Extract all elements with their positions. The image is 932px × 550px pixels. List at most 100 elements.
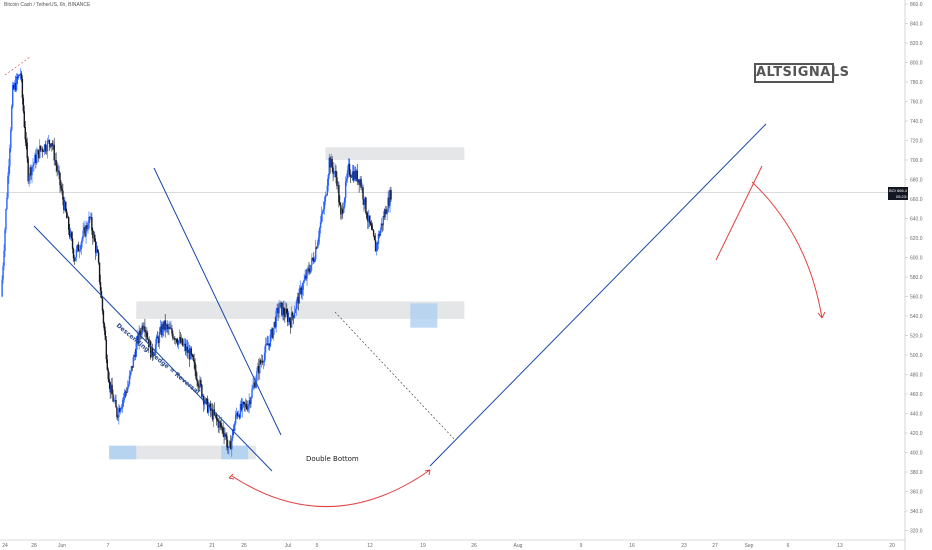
price-tick-label: 860.0 xyxy=(910,2,923,8)
candle xyxy=(28,173,30,187)
candle xyxy=(55,152,57,173)
candle xyxy=(343,201,345,214)
time-tick-label: 19 xyxy=(420,543,426,549)
candle xyxy=(21,75,24,105)
candle xyxy=(280,300,282,309)
candle xyxy=(374,233,377,252)
candle xyxy=(178,339,180,350)
candle xyxy=(29,165,31,184)
candle xyxy=(339,195,341,206)
candle xyxy=(115,394,117,408)
candle xyxy=(297,292,300,311)
candle xyxy=(19,68,22,81)
candle xyxy=(377,230,380,250)
candle xyxy=(172,330,174,341)
candle xyxy=(370,221,372,226)
candle xyxy=(313,252,315,265)
candle xyxy=(343,197,346,209)
price-tick-label: 480.0 xyxy=(910,372,923,378)
candle xyxy=(10,126,12,153)
candle xyxy=(371,219,373,231)
candle xyxy=(353,166,356,182)
price-tick-label: 540.0 xyxy=(910,314,923,320)
arc-arrow-left xyxy=(228,473,235,480)
candle xyxy=(348,158,351,177)
candle xyxy=(20,70,23,83)
candle xyxy=(58,165,60,180)
candle xyxy=(336,171,338,190)
candle xyxy=(88,211,90,231)
altsignals-logo: ALTSIGNALS xyxy=(754,63,849,83)
candle xyxy=(230,434,232,450)
candle xyxy=(73,255,76,265)
candle xyxy=(96,245,99,254)
candle xyxy=(349,169,352,184)
time-tick-label: Jul xyxy=(285,543,291,549)
price-tick-label: 400.0 xyxy=(910,450,923,456)
candle xyxy=(245,399,247,410)
candle xyxy=(125,387,128,396)
candle xyxy=(7,172,9,200)
candle xyxy=(272,327,274,341)
candle xyxy=(270,327,273,342)
candle xyxy=(274,316,276,329)
candle xyxy=(314,256,316,263)
candle xyxy=(260,358,262,365)
candle xyxy=(166,320,168,333)
candle xyxy=(128,370,131,386)
candle xyxy=(292,315,295,325)
candle xyxy=(78,244,81,259)
candle xyxy=(151,343,154,362)
candle xyxy=(266,335,269,346)
candle xyxy=(57,163,59,176)
candle xyxy=(14,75,17,93)
candle xyxy=(109,381,111,400)
candle xyxy=(223,426,225,445)
candle xyxy=(159,319,162,334)
zone-support xyxy=(136,301,465,319)
candle xyxy=(2,262,4,284)
candle xyxy=(228,446,230,455)
candle xyxy=(139,327,141,341)
price-axis[interactable]: 320.0 340.0 360.0 380.0 400.0 420.0 440.0 460.0… xyxy=(904,0,923,550)
candle xyxy=(309,264,311,275)
time-axis[interactable]: 24 28 Jun 7 14 21 25 Jul 5 12 19 26 Aug 9 16 23 27 Sep 6 13… xyxy=(0,539,905,549)
candle xyxy=(311,253,313,271)
candle xyxy=(263,346,266,367)
price-tick-label: 580.0 xyxy=(910,275,923,281)
candle xyxy=(386,208,388,221)
candle xyxy=(4,227,6,258)
double-bottom-label: Double Bottom xyxy=(306,455,359,463)
candle xyxy=(98,262,101,285)
candle xyxy=(51,140,53,151)
candle xyxy=(30,164,32,180)
candle xyxy=(56,161,58,177)
candle xyxy=(233,421,236,432)
candle xyxy=(249,397,251,409)
candle xyxy=(187,342,190,353)
candle xyxy=(91,212,93,235)
candle xyxy=(16,73,19,85)
candle xyxy=(160,321,163,338)
candle xyxy=(251,384,253,399)
candle xyxy=(25,132,27,150)
candle xyxy=(198,383,200,391)
candle xyxy=(89,215,91,223)
drawings xyxy=(4,56,826,507)
candle xyxy=(34,152,36,164)
candle xyxy=(221,425,223,435)
candle xyxy=(331,156,333,173)
candle xyxy=(176,338,178,344)
candle xyxy=(39,139,41,160)
candle xyxy=(42,150,45,153)
current-price-tag: BCHUSDT 666.4 05:23:18 xyxy=(888,187,912,200)
candle xyxy=(390,186,392,202)
candle xyxy=(355,169,357,181)
candle xyxy=(189,346,191,360)
price-tick-label: 440.0 xyxy=(910,411,923,417)
candle xyxy=(136,329,138,350)
candle xyxy=(186,339,189,359)
time-tick-label: 13 xyxy=(837,543,843,549)
candle xyxy=(181,337,184,347)
